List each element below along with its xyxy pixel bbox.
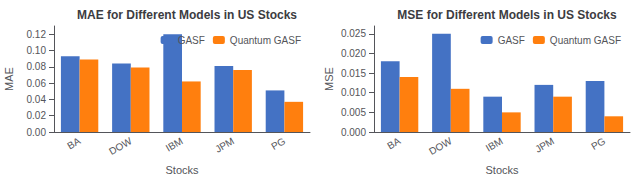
svg-text:MSE for Different Models in US: MSE for Different Models in US Stocks	[397, 8, 617, 22]
svg-text:Quantum GASF: Quantum GASF	[550, 35, 621, 46]
svg-text:MSE: MSE	[323, 67, 335, 91]
svg-text:PG: PG	[269, 135, 287, 152]
svg-text:0.08: 0.08	[27, 61, 47, 72]
svg-text:DOW: DOW	[107, 135, 134, 157]
svg-text:BA: BA	[65, 135, 82, 151]
svg-text:DOW: DOW	[427, 135, 454, 157]
svg-text:0.00: 0.00	[27, 127, 47, 138]
svg-text:0.020: 0.020	[341, 48, 366, 59]
svg-text:GASF: GASF	[178, 35, 205, 46]
svg-text:0.04: 0.04	[27, 94, 47, 105]
svg-text:0.06: 0.06	[27, 78, 47, 89]
svg-text:0.025: 0.025	[341, 28, 366, 39]
svg-text:MAE for Different Models in US: MAE for Different Models in US Stocks	[77, 8, 297, 22]
svg-text:MAE: MAE	[3, 67, 15, 91]
svg-text:0.015: 0.015	[341, 68, 366, 79]
svg-text:0.000: 0.000	[341, 127, 366, 138]
svg-text:0.12: 0.12	[27, 29, 47, 40]
svg-text:IBM: IBM	[164, 135, 185, 153]
svg-text:0.005: 0.005	[341, 107, 366, 118]
svg-text:PG: PG	[589, 135, 607, 152]
svg-text:BA: BA	[385, 135, 402, 151]
svg-text:IBM: IBM	[484, 135, 505, 153]
svg-text:JPM: JPM	[533, 135, 556, 155]
svg-text:GASF: GASF	[498, 35, 525, 46]
svg-text:0.02: 0.02	[27, 110, 47, 121]
svg-text:Quantum GASF: Quantum GASF	[230, 35, 301, 46]
svg-text:JPM: JPM	[213, 135, 236, 155]
svg-text:Stocks: Stocks	[165, 164, 199, 176]
svg-text:Stocks: Stocks	[485, 164, 519, 176]
svg-text:0.010: 0.010	[341, 87, 366, 98]
svg-text:0.10: 0.10	[27, 45, 47, 56]
